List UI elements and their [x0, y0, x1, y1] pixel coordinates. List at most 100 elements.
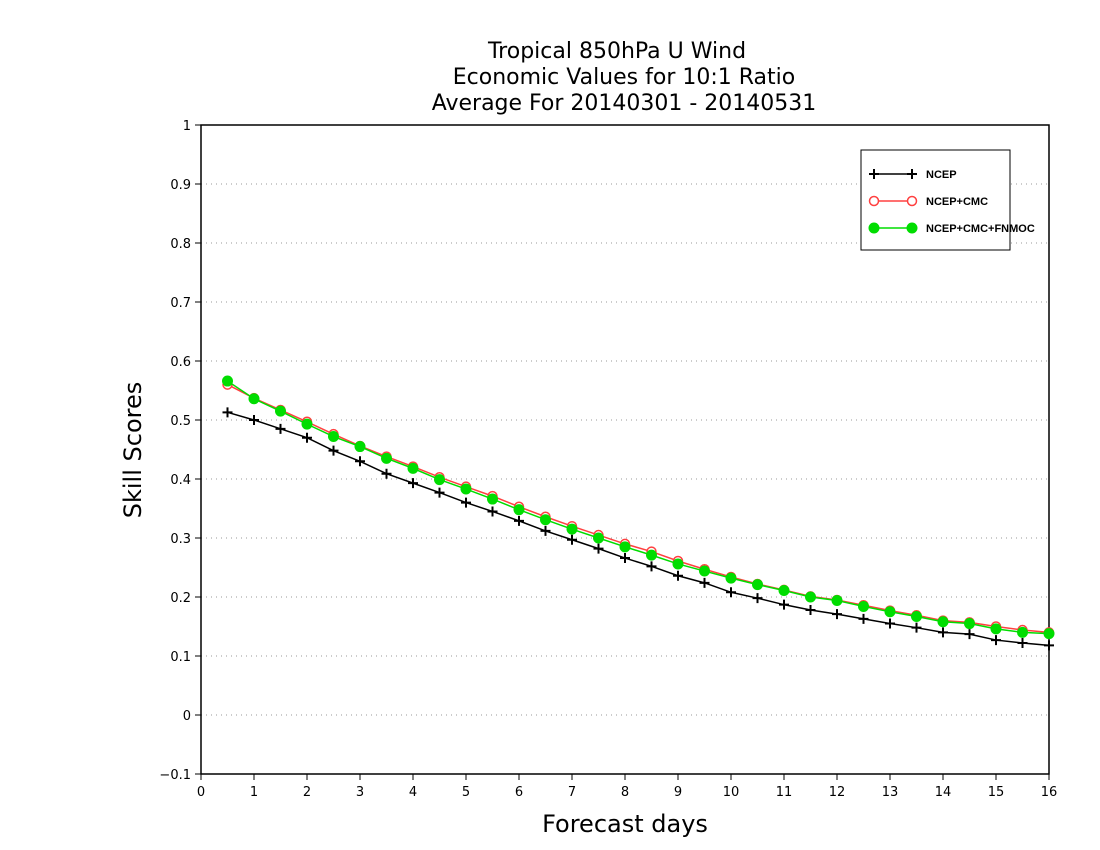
data-point — [646, 549, 657, 561]
x-axis: 0 1 2 3 4 5 6 7 8 9 10 11 12 13 14 15 16 — [197, 774, 1057, 800]
x-tick-label: 14 — [935, 785, 952, 800]
data-point — [938, 627, 948, 638]
legend-item: NCEP — [869, 169, 957, 181]
data-point — [461, 497, 471, 508]
x-tick-label: 8 — [621, 785, 629, 800]
data-point — [593, 543, 604, 554]
y-tick-label: −0.1 — [159, 768, 191, 783]
data-point — [275, 405, 286, 417]
legend-label: NCEP — [926, 169, 957, 181]
data-point — [222, 407, 233, 418]
data-point — [566, 523, 578, 535]
data-point — [593, 532, 604, 544]
series-ncep-cmc — [222, 379, 1055, 638]
legend-item: NCEP+CMC+FNMOC — [868, 222, 1035, 235]
data-point — [248, 393, 260, 405]
legend-marker — [906, 222, 918, 234]
data-point — [354, 441, 366, 453]
data-point — [275, 423, 286, 434]
data-point — [646, 561, 657, 572]
series-line — [227, 411, 1050, 647]
legend-box — [860, 149, 1011, 251]
data-point — [937, 616, 949, 628]
data-point — [381, 452, 392, 464]
data-point — [673, 570, 683, 581]
data-point — [487, 493, 498, 505]
data-point — [990, 623, 1002, 635]
data-point — [752, 579, 763, 591]
data-point — [805, 591, 816, 603]
data-point — [672, 558, 684, 570]
y-tick-label: 0.4 — [170, 473, 191, 488]
y-axis-label: Skill Scores — [119, 382, 147, 519]
data-point — [513, 504, 525, 516]
x-tick-label: 2 — [303, 785, 311, 800]
data-point — [540, 525, 551, 536]
x-tick-label: 0 — [197, 785, 205, 800]
x-tick-label: 7 — [568, 785, 576, 800]
data-point — [567, 534, 577, 545]
title-line-3: Average For 20140301 - 20140531 — [432, 91, 817, 116]
x-tick-label: 15 — [988, 785, 1005, 800]
legend-marker — [868, 195, 880, 207]
data-point — [832, 609, 842, 620]
data-point — [460, 483, 472, 495]
y-tick-label: 1 — [183, 119, 191, 134]
data-point — [726, 587, 736, 598]
legend-marker — [869, 169, 879, 179]
legend-item: NCEP+CMC — [868, 195, 988, 208]
x-tick-label: 10 — [723, 785, 740, 800]
y-axis: −0.1 0 0.1 0.2 0.3 0.4 0.5 0.6 0.7 0.8 0.9 1 — [159, 119, 201, 783]
x-tick-label: 1 — [250, 785, 258, 800]
data-point — [964, 629, 975, 640]
series-ncep — [222, 407, 1054, 651]
data-point — [249, 415, 259, 425]
data-point — [328, 445, 339, 456]
x-axis-label: Forecast days — [542, 810, 708, 838]
data-point — [540, 514, 551, 526]
x-tick-label: 3 — [356, 785, 364, 800]
series-line — [227, 380, 1050, 635]
data-point — [858, 613, 869, 624]
data-point — [699, 577, 710, 588]
series-ncep-cmc-fnmoc — [222, 375, 1055, 640]
data-point — [302, 432, 312, 443]
data-point — [434, 487, 445, 498]
x-tick-label: 5 — [462, 785, 470, 800]
x-tick-label: 11 — [776, 785, 793, 800]
data-point — [222, 375, 233, 387]
y-tick-label: 0.1 — [170, 650, 191, 665]
data-point — [911, 610, 922, 622]
data-point — [805, 604, 816, 615]
data-point — [752, 593, 763, 604]
data-point — [407, 462, 419, 474]
data-point — [1017, 626, 1028, 638]
data-point — [991, 635, 1001, 646]
legend: NCEP NCEP+CMC NCEP+CMC+FNMOC — [860, 149, 1035, 251]
legend-label: NCEP+CMC+FNMOC — [926, 223, 1035, 235]
data-point — [725, 572, 737, 584]
legend-marker — [907, 169, 917, 179]
x-tick-label: 6 — [515, 785, 523, 800]
y-tick-label: 0.3 — [170, 532, 191, 547]
x-tick-label: 9 — [674, 785, 682, 800]
data-point — [620, 553, 630, 564]
y-tick-label: 0 — [183, 709, 191, 724]
series-line — [227, 383, 1050, 634]
data-point — [514, 515, 524, 526]
title-line-1: Tropical 850hPa U Wind — [487, 39, 746, 64]
data-point — [1017, 638, 1028, 649]
data-point — [1044, 640, 1054, 651]
series-layer — [222, 375, 1055, 651]
data-point — [619, 541, 631, 553]
data-point — [328, 431, 339, 443]
x-tick-label: 16 — [1041, 785, 1058, 800]
y-tick-label: 0.9 — [170, 178, 191, 193]
gridlines — [201, 183, 1049, 716]
y-tick-label: 0.7 — [170, 296, 191, 311]
data-point — [381, 468, 392, 479]
legend-label: NCEP+CMC — [926, 196, 988, 208]
chart-title: Tropical 850hPa U Wind Economic Values f… — [432, 39, 817, 116]
data-point — [884, 606, 896, 618]
